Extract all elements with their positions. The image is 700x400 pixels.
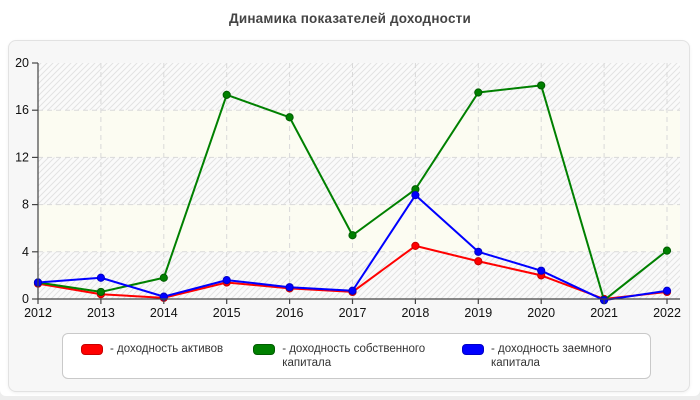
y-tick-label: 4 <box>22 245 29 259</box>
x-tick-label: 2014 <box>150 306 178 320</box>
legend-label-assets: - доходность активов <box>110 343 224 355</box>
axes <box>32 62 680 304</box>
legend-swatch-blue <box>461 344 484 355</box>
y-tick-label: 20 <box>15 56 29 70</box>
legend-item-debt: - доходность заемного капитала <box>461 342 650 371</box>
y-axis-labels: 0 4 8 12 16 20 <box>15 56 29 306</box>
data-point <box>348 286 357 295</box>
y-tick-label: 8 <box>22 198 29 212</box>
legend-item-equity: - доходность собственного капитала <box>253 342 462 371</box>
x-tick-label: 2016 <box>276 306 304 320</box>
data-point <box>662 246 672 255</box>
x-tick-label: 2020 <box>527 306 555 320</box>
series-markers-2 <box>33 191 672 305</box>
data-point <box>222 276 231 285</box>
y-tick-label: 0 <box>22 292 29 306</box>
data-point <box>474 88 483 97</box>
x-tick-label: 2015 <box>213 306 241 320</box>
legend-swatch-green <box>253 344 276 355</box>
data-point <box>348 231 357 240</box>
data-point <box>662 286 672 295</box>
grid-lines <box>38 63 680 299</box>
x-tick-label: 2022 <box>653 306 681 320</box>
x-tick-label: 2012 <box>24 306 52 320</box>
chart-panel: 0 4 8 12 16 20 2012 2013 2014 2015 2016 2017 2018 201… <box>8 40 690 392</box>
legend-item-assets: - доходность активов <box>81 342 253 356</box>
legend-swatch-red <box>81 344 103 355</box>
x-axis-labels: 2012 2013 2014 2015 2016 2017 2018 2019 2020 2021… <box>24 306 681 320</box>
data-point <box>96 287 106 297</box>
x-tick-label: 2019 <box>464 306 492 320</box>
y-tick-label: 12 <box>15 150 29 164</box>
data-point <box>285 113 294 122</box>
plot-bands <box>38 63 680 299</box>
chart-title: Динамика показателей доходности <box>229 11 471 26</box>
legend-label-debt: - доходность заемного капитала <box>490 343 612 370</box>
data-point <box>474 247 483 256</box>
chart-legend: - доходность активов - доходность собств… <box>62 333 651 379</box>
y-tick-label: 16 <box>15 103 29 117</box>
data-point <box>411 191 420 200</box>
data-point <box>159 273 168 282</box>
data-point <box>411 241 420 250</box>
x-tick-label: 2013 <box>87 306 115 320</box>
x-tick-label: 2018 <box>401 306 429 320</box>
legend-label-equity: - доходность собственного капитала <box>282 343 426 370</box>
data-point <box>537 81 546 90</box>
data-point <box>474 257 483 266</box>
x-tick-label: 2017 <box>339 306 367 320</box>
data-point <box>96 273 106 282</box>
data-point <box>222 90 231 99</box>
x-tick-label: 2021 <box>590 306 618 320</box>
data-point <box>285 283 294 292</box>
data-point <box>537 266 546 275</box>
